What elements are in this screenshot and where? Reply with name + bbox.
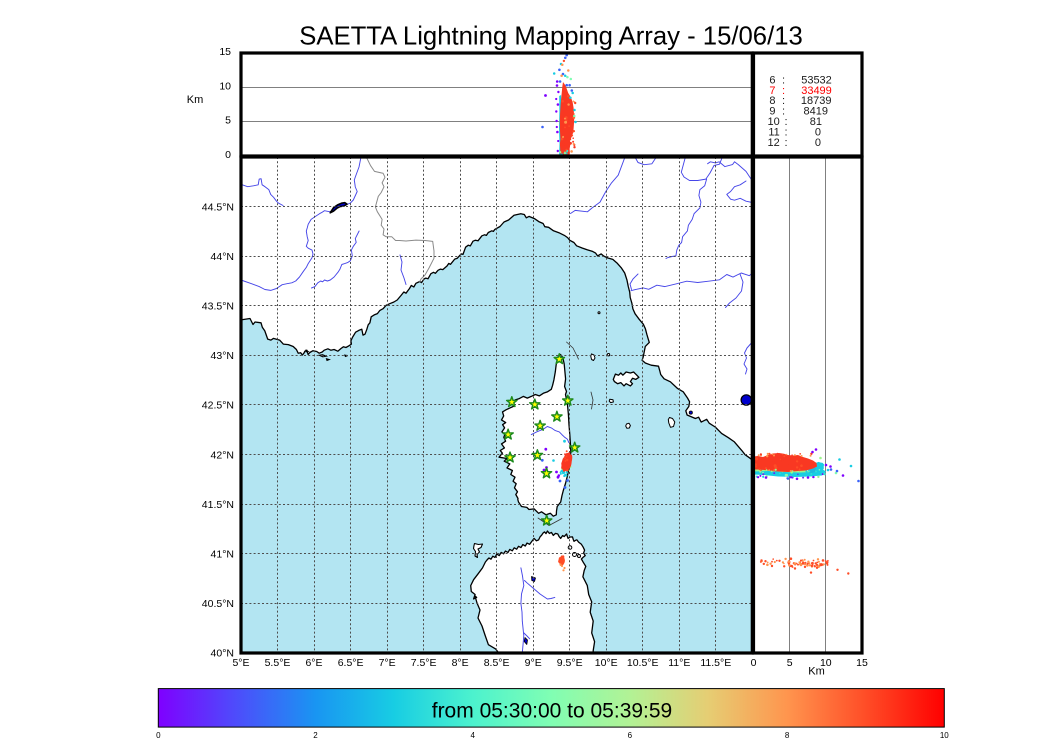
svg-text:9: 9 bbox=[769, 106, 775, 118]
svg-text:from 05:30:00 to 05:39:59: from 05:30:00 to 05:39:59 bbox=[432, 700, 673, 723]
svg-text::: : bbox=[782, 74, 785, 86]
svg-text:10: 10 bbox=[820, 657, 832, 669]
svg-text:15: 15 bbox=[219, 46, 231, 58]
svg-text:81: 81 bbox=[810, 116, 822, 128]
svg-text:2: 2 bbox=[313, 731, 318, 740]
svg-text:9°E: 9°E bbox=[525, 657, 542, 669]
svg-text:SAETTA Lightning Mapping Array: SAETTA Lightning Mapping Array - 15/06/1… bbox=[299, 23, 803, 51]
svg-text:5°E: 5°E bbox=[232, 657, 249, 669]
svg-text:44°N: 44°N bbox=[211, 251, 234, 263]
svg-text:41°N: 41°N bbox=[211, 549, 234, 561]
svg-text:41.5°N: 41.5°N bbox=[202, 499, 234, 511]
svg-text:6: 6 bbox=[628, 731, 633, 740]
svg-text:0: 0 bbox=[815, 126, 821, 138]
svg-text:10: 10 bbox=[219, 80, 231, 92]
svg-text::: : bbox=[785, 137, 788, 149]
svg-text:33499: 33499 bbox=[801, 85, 832, 97]
svg-text:7.5°E: 7.5°E bbox=[411, 657, 437, 669]
svg-text:8: 8 bbox=[785, 731, 790, 740]
svg-text:18739: 18739 bbox=[801, 95, 832, 107]
svg-text:10°E: 10°E bbox=[595, 657, 618, 669]
svg-text:11.5°E: 11.5°E bbox=[700, 657, 731, 669]
svg-text::: : bbox=[785, 126, 788, 138]
svg-text:9.5°E: 9.5°E bbox=[557, 657, 583, 669]
svg-text:10.5°E: 10.5°E bbox=[627, 657, 659, 669]
svg-text:10: 10 bbox=[940, 731, 949, 740]
svg-text::: : bbox=[782, 106, 785, 118]
svg-text:43°N: 43°N bbox=[211, 350, 234, 362]
svg-text:12: 12 bbox=[768, 137, 780, 149]
svg-text:42.5°N: 42.5°N bbox=[202, 400, 234, 412]
svg-text:Km: Km bbox=[808, 666, 825, 678]
svg-text:0: 0 bbox=[156, 731, 161, 740]
svg-text:7°E: 7°E bbox=[379, 657, 396, 669]
svg-text:5: 5 bbox=[787, 657, 793, 669]
svg-text::: : bbox=[782, 95, 785, 107]
svg-text:0: 0 bbox=[751, 657, 757, 669]
svg-text:8: 8 bbox=[769, 95, 775, 107]
svg-text:6.5°E: 6.5°E bbox=[338, 657, 364, 669]
svg-text:5.5°E: 5.5°E bbox=[265, 657, 291, 669]
svg-text:10: 10 bbox=[768, 116, 780, 128]
svg-text:8419: 8419 bbox=[804, 106, 828, 118]
svg-text:40.5°N: 40.5°N bbox=[202, 598, 234, 610]
svg-text:44.5°N: 44.5°N bbox=[202, 201, 234, 213]
svg-text::: : bbox=[782, 85, 785, 97]
svg-text:43.5°N: 43.5°N bbox=[202, 301, 234, 313]
svg-text:5: 5 bbox=[225, 115, 231, 127]
svg-text:4: 4 bbox=[470, 731, 475, 740]
svg-text:8.5°E: 8.5°E bbox=[484, 657, 510, 669]
svg-text:0: 0 bbox=[225, 149, 231, 161]
svg-text:40°N: 40°N bbox=[211, 648, 234, 660]
svg-text:0: 0 bbox=[815, 137, 821, 149]
svg-text:11: 11 bbox=[768, 126, 779, 138]
svg-text:42°N: 42°N bbox=[211, 449, 234, 461]
svg-text:Km: Km bbox=[187, 94, 204, 106]
svg-text:7: 7 bbox=[769, 85, 775, 97]
svg-text:8°E: 8°E bbox=[452, 657, 469, 669]
svg-text:11°E: 11°E bbox=[668, 657, 690, 669]
svg-text:6: 6 bbox=[769, 74, 775, 86]
svg-text:15: 15 bbox=[856, 657, 868, 669]
svg-text::: : bbox=[785, 116, 788, 128]
svg-text:6°E: 6°E bbox=[305, 657, 322, 669]
svg-text:53532: 53532 bbox=[801, 74, 832, 86]
